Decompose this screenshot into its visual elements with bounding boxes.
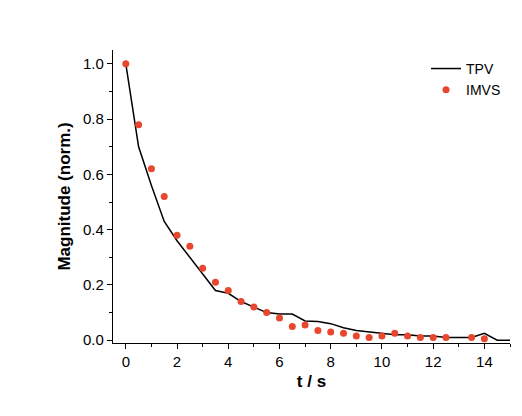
svg-text:10: 10 (374, 353, 391, 370)
svg-text:4: 4 (224, 353, 232, 370)
svg-text:Magnitude (norm.): Magnitude (norm.) (55, 122, 74, 270)
svg-text:6: 6 (275, 353, 283, 370)
svg-text:14: 14 (476, 353, 493, 370)
svg-text:0.6: 0.6 (83, 166, 104, 183)
svg-text:IMVS: IMVS (466, 82, 500, 98)
svg-text:12: 12 (425, 353, 442, 370)
svg-text:t / s: t / s (297, 372, 326, 391)
svg-text:0.4: 0.4 (83, 221, 104, 238)
svg-text:0.0: 0.0 (83, 331, 104, 348)
svg-text:TPV: TPV (466, 61, 494, 77)
svg-text:0.2: 0.2 (83, 276, 104, 293)
svg-text:1.0: 1.0 (83, 55, 104, 72)
svg-text:0: 0 (122, 353, 130, 370)
svg-text:8: 8 (327, 353, 335, 370)
svg-text:0.8: 0.8 (83, 110, 104, 127)
svg-text:2: 2 (173, 353, 181, 370)
